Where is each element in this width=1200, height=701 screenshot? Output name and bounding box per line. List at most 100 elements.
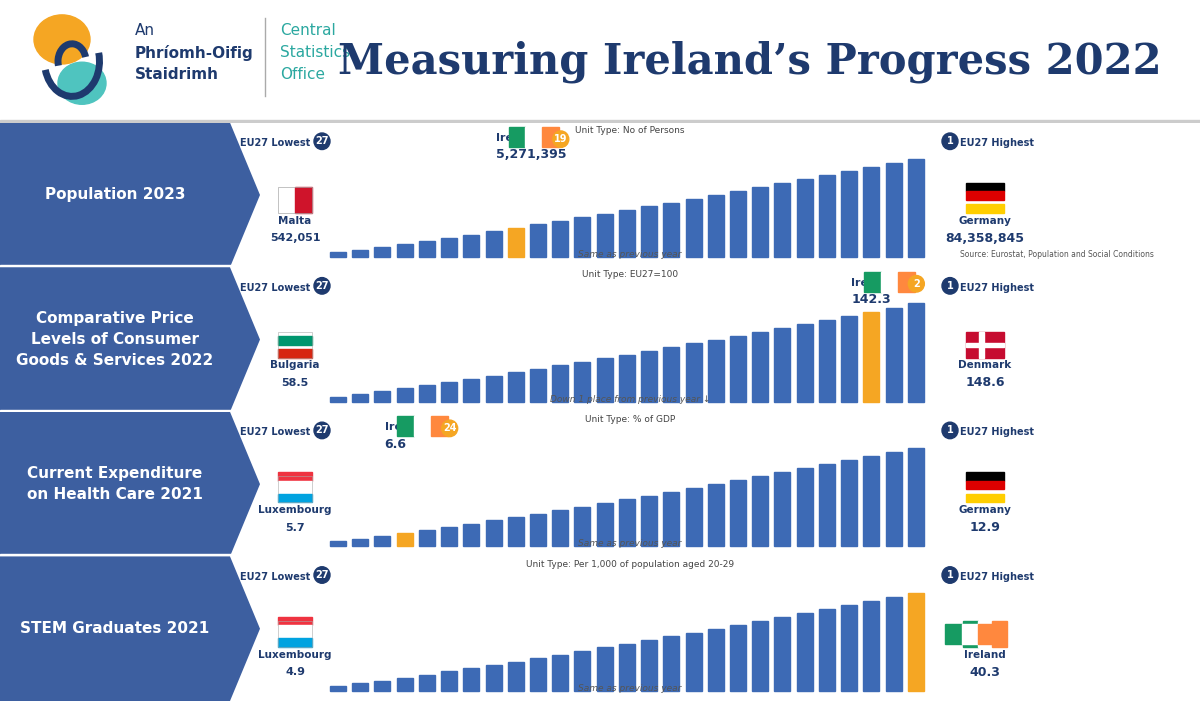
Bar — [442, 527, 457, 546]
Text: Germany: Germany — [959, 216, 1012, 226]
Bar — [486, 231, 502, 257]
Bar — [730, 625, 746, 690]
Text: EU27 Lowest: EU27 Lowest — [240, 138, 310, 148]
Bar — [641, 496, 658, 546]
Bar — [966, 494, 1004, 503]
Bar — [463, 235, 479, 257]
Text: 27: 27 — [316, 136, 329, 147]
Bar — [944, 624, 961, 644]
Bar — [374, 391, 390, 402]
Text: 1: 1 — [947, 426, 953, 435]
Bar — [774, 183, 791, 257]
Bar — [708, 484, 724, 546]
Bar — [0, 410, 1200, 412]
Bar — [552, 221, 569, 257]
Text: 1: 1 — [947, 570, 953, 580]
Bar — [0, 265, 1200, 267]
Circle shape — [942, 566, 958, 583]
Text: Ireland: Ireland — [496, 133, 540, 143]
Text: Ireland: Ireland — [851, 278, 895, 287]
Bar — [278, 638, 312, 647]
Text: 40.3: 40.3 — [970, 665, 1001, 679]
Bar — [966, 481, 1004, 489]
Bar — [463, 379, 479, 402]
Text: EU27 Lowest: EU27 Lowest — [240, 572, 310, 582]
Circle shape — [553, 131, 569, 147]
Text: An: An — [134, 23, 155, 38]
Circle shape — [942, 422, 958, 439]
Bar — [330, 397, 346, 402]
Text: Down 1 place from previous year ↓: Down 1 place from previous year ↓ — [550, 395, 710, 404]
Text: EU27 Highest: EU27 Highest — [960, 428, 1034, 437]
Bar — [542, 127, 559, 147]
Bar — [841, 315, 857, 402]
Bar — [907, 159, 924, 257]
Bar — [907, 304, 924, 402]
Bar — [278, 187, 295, 213]
Bar — [278, 332, 312, 358]
Bar — [374, 536, 390, 546]
Text: Current Expenditure
on Health Care 2021: Current Expenditure on Health Care 2021 — [28, 466, 203, 502]
Bar — [619, 644, 635, 690]
Bar — [419, 530, 434, 546]
Text: 5.7: 5.7 — [286, 522, 305, 533]
Bar — [419, 674, 434, 690]
Text: Same as previous year: Same as previous year — [578, 250, 682, 259]
Bar — [752, 621, 768, 690]
Bar — [797, 468, 812, 546]
Text: 84,358,845: 84,358,845 — [946, 232, 1025, 245]
Text: Same as previous year: Same as previous year — [578, 683, 682, 693]
Bar — [526, 127, 542, 147]
Bar — [397, 416, 414, 437]
Bar — [797, 179, 812, 257]
Bar — [353, 683, 368, 690]
Bar — [797, 613, 812, 690]
Bar — [463, 668, 479, 690]
Polygon shape — [0, 123, 260, 267]
Circle shape — [908, 275, 924, 292]
Text: EU27 Lowest: EU27 Lowest — [240, 428, 310, 437]
Text: Luxembourg: Luxembourg — [258, 505, 331, 515]
Bar — [442, 238, 457, 257]
Bar — [552, 655, 569, 690]
Bar — [575, 362, 590, 402]
Text: EU27 Highest: EU27 Highest — [960, 572, 1034, 582]
Text: Unit Type: No of Persons: Unit Type: No of Persons — [575, 125, 685, 135]
Bar — [530, 224, 546, 257]
Bar — [552, 365, 569, 402]
Bar — [619, 210, 635, 257]
Circle shape — [314, 566, 330, 583]
Bar — [397, 388, 413, 402]
Polygon shape — [0, 557, 260, 701]
Text: 19: 19 — [554, 134, 568, 144]
Text: Unit Type: % of GDP: Unit Type: % of GDP — [584, 415, 676, 424]
Bar — [596, 503, 613, 546]
Bar — [278, 327, 312, 336]
Circle shape — [442, 420, 457, 437]
Bar — [530, 369, 546, 402]
Bar — [730, 191, 746, 257]
Bar — [863, 167, 880, 257]
Text: 58.5: 58.5 — [281, 378, 308, 388]
Bar — [881, 271, 898, 292]
Bar — [278, 336, 312, 345]
Bar — [397, 678, 413, 690]
Bar — [414, 416, 431, 437]
Bar — [353, 394, 368, 402]
Bar — [575, 507, 590, 546]
Text: 5,271,395: 5,271,395 — [496, 149, 566, 161]
Text: 27: 27 — [316, 281, 329, 291]
Text: Luxembourg: Luxembourg — [258, 650, 331, 660]
Text: Bulgaria: Bulgaria — [270, 360, 319, 370]
Bar — [278, 349, 312, 358]
Bar — [886, 597, 901, 690]
Text: EU27 Highest: EU27 Highest — [960, 283, 1034, 293]
Text: Phríomh-Oifig: Phríomh-Oifig — [134, 45, 253, 60]
Circle shape — [942, 133, 958, 149]
Bar — [978, 621, 992, 647]
Bar — [330, 686, 346, 690]
Text: Office: Office — [280, 67, 325, 82]
Bar — [966, 183, 1004, 191]
Bar — [978, 624, 995, 644]
Bar — [431, 416, 448, 437]
